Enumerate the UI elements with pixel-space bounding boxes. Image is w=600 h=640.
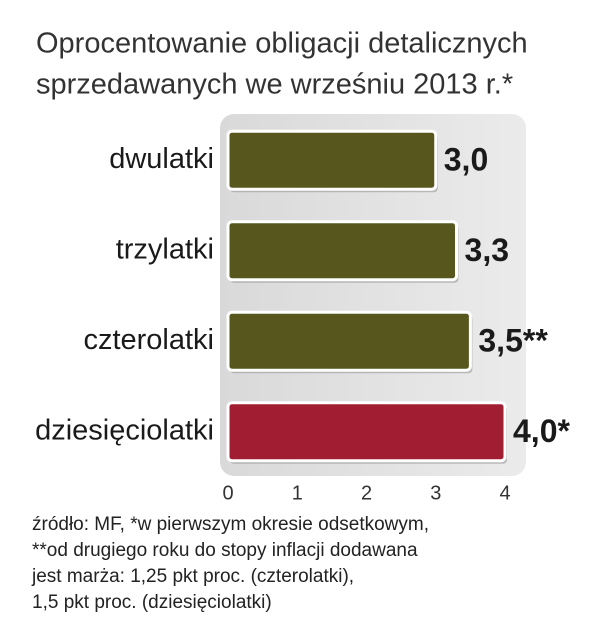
- bar: [226, 401, 507, 463]
- value-label: 4,0*: [513, 413, 570, 449]
- x-tick-label: 2: [361, 482, 372, 504]
- y-tick-label: dziesięciolatki: [35, 414, 214, 446]
- value-label: 3,3: [465, 232, 509, 268]
- bar: [226, 310, 472, 372]
- value-label: 3,0: [444, 142, 488, 178]
- x-tick-label: 3: [430, 482, 441, 504]
- y-tick-label: dwulatki: [109, 143, 214, 175]
- plot-background: [220, 114, 526, 476]
- y-tick-label: czterolatki: [83, 324, 214, 356]
- value-label: 3,5**: [478, 323, 548, 359]
- chart-title: Oprocentowanie obligacji detalicznych: [36, 28, 528, 60]
- footnote: **od drugiego roku do stopy inflacji dod…: [32, 540, 418, 561]
- footnote: jest marża: 1,25 pkt proc. (czterolatki)…: [31, 566, 354, 587]
- x-tick-label: 0: [222, 482, 233, 504]
- footnote: źródło: MF, *w pierwszym okresie odsetko…: [32, 514, 429, 535]
- footnote: 1,5 pkt proc. (dziesięciolatki): [32, 592, 272, 613]
- chart-title: sprzedawanych we wrześniu 2013 r.*: [36, 69, 513, 101]
- x-tick-label: 1: [292, 482, 303, 504]
- bar: [226, 220, 459, 282]
- x-tick-label: 4: [499, 482, 510, 504]
- y-tick-label: trzylatki: [116, 233, 214, 265]
- bar: [226, 129, 438, 191]
